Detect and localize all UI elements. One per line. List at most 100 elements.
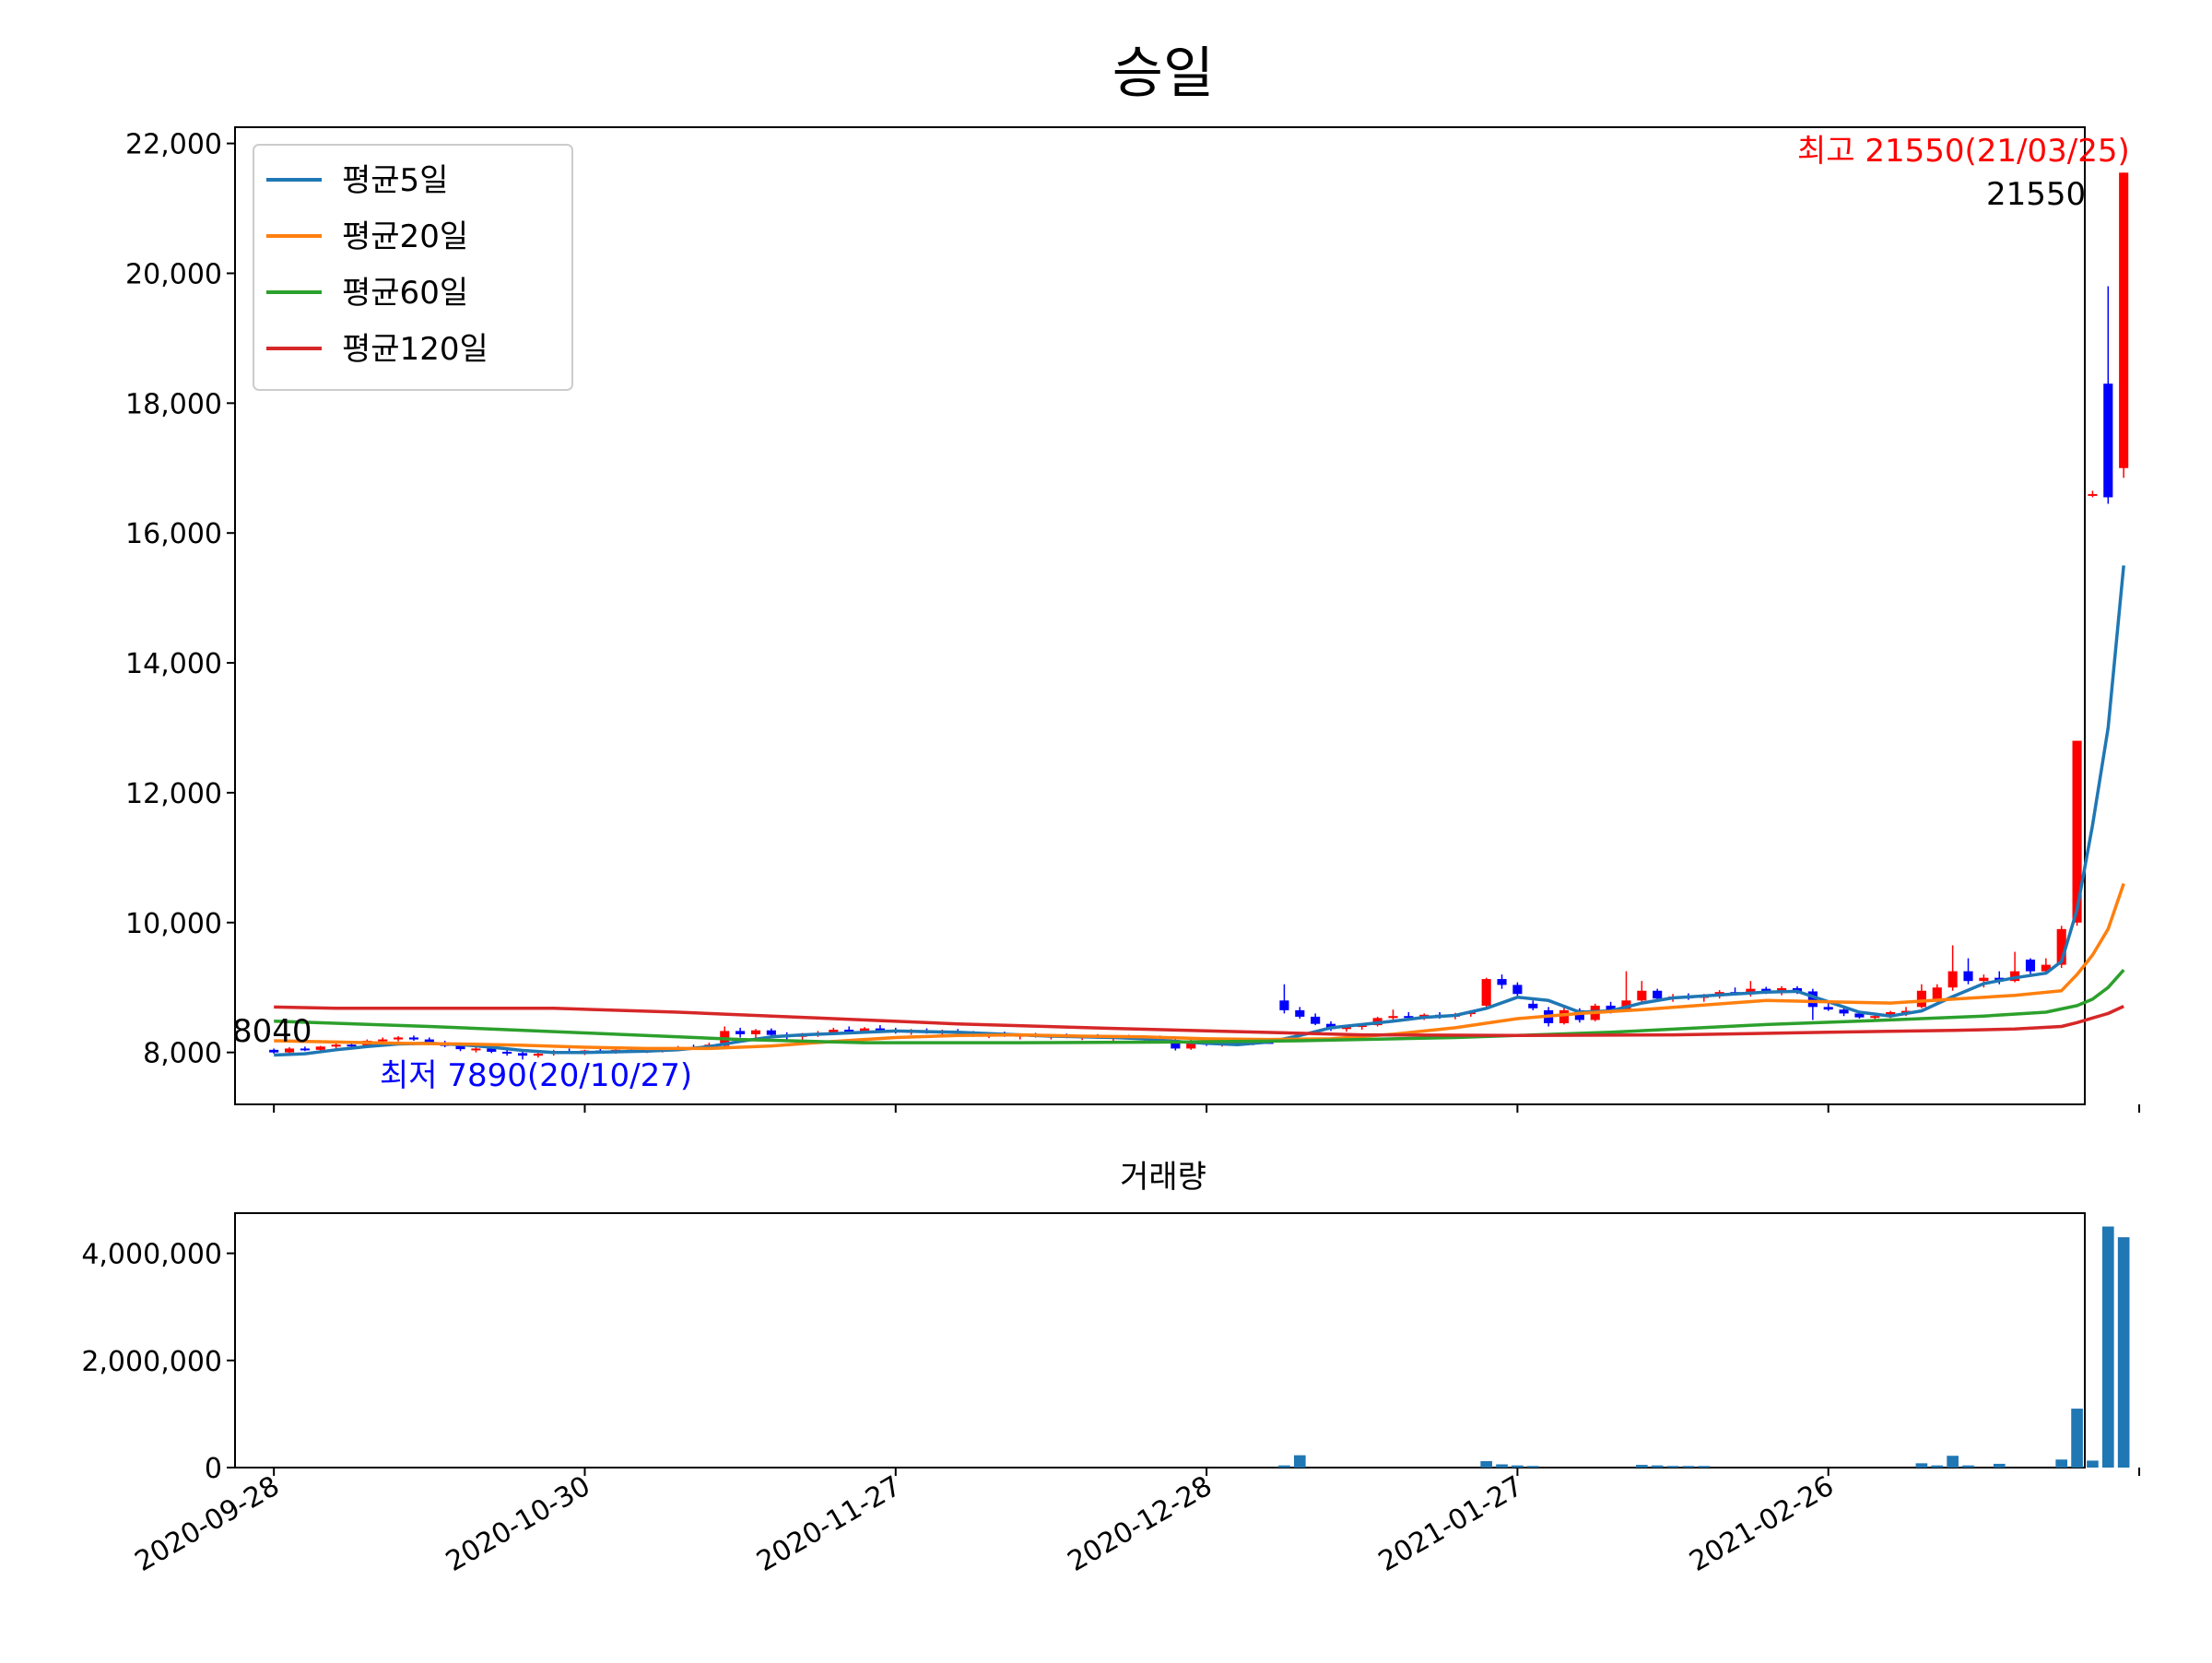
candle-up (394, 1036, 404, 1042)
candle-up (1388, 1009, 1398, 1021)
candle-body (2072, 740, 2082, 923)
candle-body (1186, 1040, 1196, 1049)
candle-body (1746, 988, 1756, 995)
volume-bar (1993, 1463, 2006, 1468)
candle-body (1279, 1000, 1289, 1010)
candle-body (1886, 1011, 1896, 1017)
candle-body (1932, 987, 1942, 1001)
candle-body (750, 1030, 761, 1034)
candle-body (2010, 971, 2020, 982)
candle-up (533, 1052, 543, 1058)
candle-body (1947, 971, 1958, 988)
candle-body (315, 1046, 325, 1050)
candle-body (1963, 971, 1973, 982)
candle-up (2072, 740, 2082, 926)
end-price-label: 21550 (1986, 176, 2086, 213)
volume-bar (1915, 1463, 1928, 1468)
price-y-tick-label: 8,000 (143, 1038, 222, 1070)
low-annotation: 최저 7890(20/10/27) (380, 1057, 692, 1094)
candle-body (517, 1053, 528, 1056)
candle-body (455, 1045, 465, 1050)
volume-bar (1278, 1465, 1290, 1468)
volume-bar (1666, 1466, 1679, 1468)
candle-body (347, 1044, 357, 1047)
candle-down (735, 1027, 746, 1038)
price-y-tick-label: 18,000 (125, 388, 222, 420)
candle-body (1839, 1009, 1849, 1014)
volume-bar (2101, 1226, 2114, 1468)
candle-body (1854, 1013, 1865, 1018)
legend-entry-label: 평균60일 (342, 275, 468, 312)
candle-down (1295, 1007, 1305, 1020)
candle-body (394, 1037, 404, 1040)
price-y-tick-label: 16,000 (125, 518, 222, 550)
candle-body (487, 1048, 497, 1052)
legend-entry-label: 평균20일 (342, 218, 468, 255)
volume-bar (2087, 1460, 2099, 1468)
candle-down (2103, 286, 2113, 504)
candle-down (269, 1048, 279, 1055)
candle-body (300, 1048, 310, 1051)
candle-body (331, 1044, 341, 1047)
candle-body (1900, 1010, 1912, 1013)
candle-up (1916, 984, 1926, 1008)
candle-body (1295, 1009, 1305, 1017)
candle-body (829, 1030, 839, 1033)
candle-body (2041, 964, 2051, 972)
candle-body (424, 1039, 434, 1044)
candle-body (1916, 990, 1926, 1008)
candle-body (1481, 979, 1491, 1006)
price-panel: 8,000 10,000 12,000 14,000 16,000 18,000 20,00… (125, 126, 2129, 1105)
candle-body (875, 1028, 885, 1031)
volume-bar (1651, 1465, 1664, 1468)
candle-down (1497, 974, 1507, 989)
chart-title: 승일 (1112, 41, 1214, 106)
candle-down (1653, 988, 1663, 1001)
volume-bar (1947, 1456, 1959, 1468)
candle-down (1311, 1013, 1321, 1026)
volume-axes-frame (234, 1212, 2086, 1468)
candle-body (1171, 1040, 1181, 1049)
candle-down (1528, 1000, 1538, 1010)
candle-body (269, 1049, 279, 1053)
candle-body (502, 1051, 512, 1054)
price-y-tick-label: 12,000 (125, 778, 222, 810)
start-price-label: 8040 (232, 1013, 312, 1050)
candle-down (766, 1028, 776, 1037)
volume-panel: 0 2,000,000 4,000,000 (81, 1212, 2130, 1485)
volume-bar (1698, 1466, 1711, 1468)
price-y-tick-label: 14,000 (125, 648, 222, 680)
price-y-tick-label: 10,000 (125, 908, 222, 940)
ma120-line (274, 1005, 2124, 1038)
candle-down (2025, 958, 2036, 975)
candle-body (284, 1048, 295, 1053)
candle-body (2119, 172, 2129, 468)
volume-y-tick-label: 2,000,000 (81, 1346, 222, 1378)
candle-body (1528, 1003, 1538, 1008)
price-axes-frame (234, 126, 2086, 1105)
annotations: 8040 21550 최고 21550(21/03/25) 최저 7890(20/10… (232, 133, 2130, 1094)
candle-body (1497, 979, 1507, 985)
candle-up (2088, 490, 2098, 498)
candle-body (1979, 977, 1989, 982)
candle-body (471, 1048, 481, 1051)
price-y-tick-label: 22,000 (125, 129, 222, 161)
candle-body (1388, 1016, 1398, 1019)
candle-body (408, 1037, 419, 1040)
candle-up (471, 1046, 481, 1053)
candle-body (844, 1030, 854, 1032)
candle-body (1512, 985, 1523, 995)
volume-y-tick-label: 0 (205, 1453, 222, 1485)
volume-bar (1293, 1455, 1306, 1468)
volume-bar (1636, 1465, 1648, 1468)
candle-down (1963, 958, 1973, 985)
candle-body (1311, 1016, 1321, 1024)
volume-bar (2117, 1237, 2130, 1468)
candle-up (1481, 977, 1491, 1008)
volume-y-tick-label: 4,000,000 (81, 1239, 222, 1271)
volume-bar (1526, 1466, 1539, 1468)
volume-bar (1682, 1466, 1695, 1468)
candle-body (735, 1031, 746, 1034)
